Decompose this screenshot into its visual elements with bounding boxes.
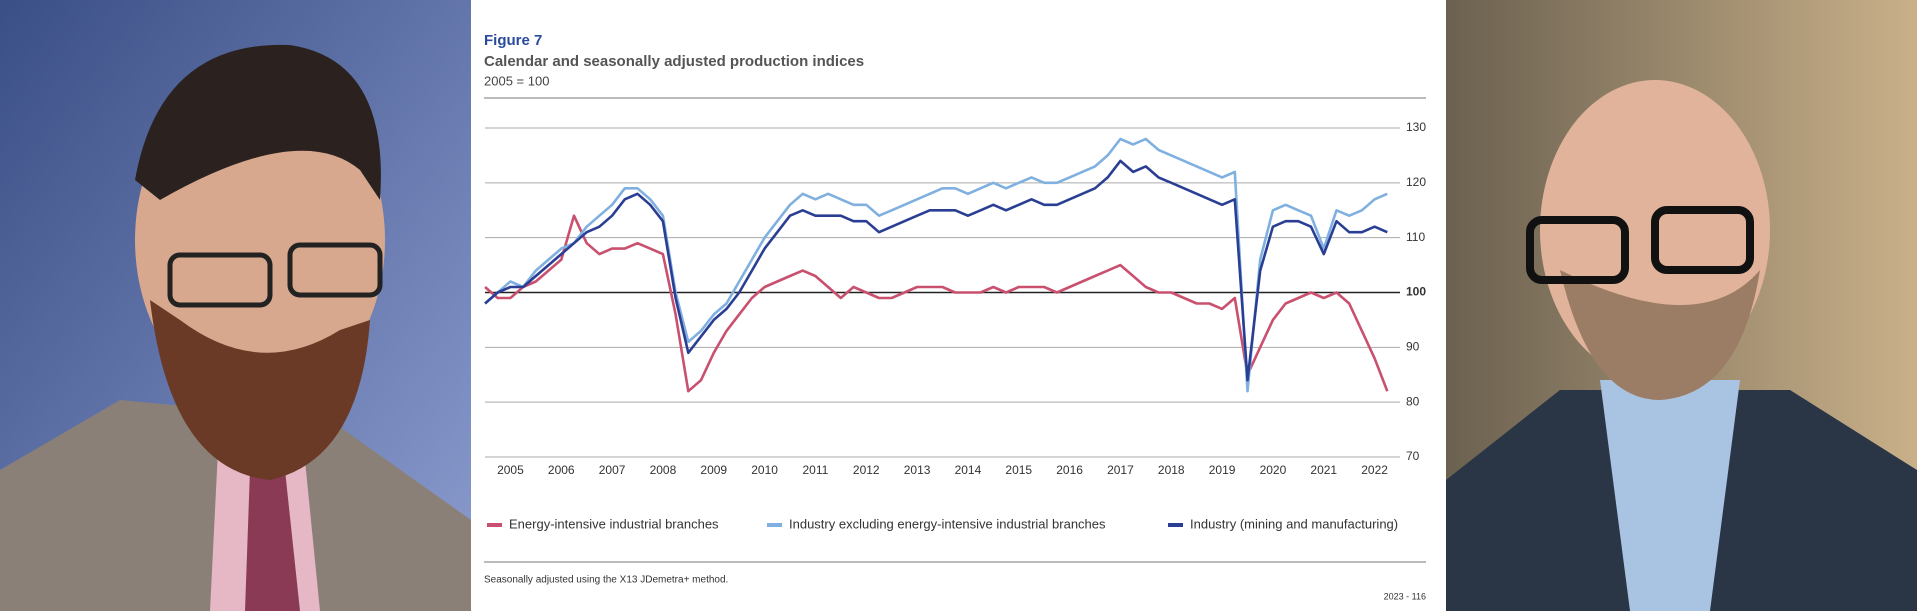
source: 2023 - 116: [1384, 591, 1426, 601]
series-line: [484, 137, 1388, 393]
chart-subtitle: 2005 = 100: [484, 73, 549, 88]
x-tick-label: 2009: [700, 463, 727, 477]
series-line: [484, 159, 1388, 382]
chart-title: Calendar and seasonally adjusted product…: [484, 53, 864, 70]
figure-label: Figure 7: [484, 32, 542, 49]
x-tick-label: 2020: [1260, 463, 1287, 477]
left-photo: [0, 0, 471, 611]
right-photo: [1446, 0, 1917, 611]
x-tick-label: 2005: [497, 463, 524, 477]
x-tick-label: 2022: [1361, 463, 1388, 477]
x-tick-label: 2016: [1056, 463, 1083, 477]
legend-label: Energy-intensive industrial branches: [509, 516, 719, 531]
note: Seasonally adjusted using the X13 JDemet…: [484, 575, 728, 586]
y-tick-label: 130: [1406, 120, 1426, 134]
x-tick-label: 2011: [803, 463, 829, 477]
y-tick-label: 110: [1406, 230, 1425, 244]
y-tick-label: 90: [1406, 340, 1420, 354]
y-tick-label: 70: [1406, 449, 1420, 463]
plot: 70 80 90 100 110 120 130 2005 2006 2007 2008 2009 20…: [484, 120, 1426, 531]
x-tick-label: 2013: [904, 463, 931, 477]
x-tick-label: 2008: [650, 463, 677, 477]
y-tick-label: 100: [1406, 285, 1426, 299]
x-tick-label: 2006: [548, 463, 575, 477]
x-tick-label: 2021: [1310, 463, 1337, 477]
y-tick-label: 80: [1406, 394, 1420, 408]
x-tick-label: 2010: [751, 463, 778, 477]
x-tick-label: 2015: [1005, 463, 1032, 477]
x-tick-label: 2018: [1158, 463, 1185, 477]
x-tick-label: 2014: [955, 463, 982, 477]
y-tick-label: 120: [1406, 175, 1426, 189]
x-tick-label: 2017: [1107, 463, 1134, 477]
series-line: [484, 214, 1389, 393]
x-tick-label: 2007: [599, 463, 626, 477]
legend-label: Industry excluding energy-intensive indu…: [789, 516, 1106, 531]
x-tick-label: 2019: [1209, 463, 1236, 477]
legend-label: Industry (mining and manufacturing): [1190, 516, 1398, 531]
x-tick-label: 2012: [853, 463, 880, 477]
